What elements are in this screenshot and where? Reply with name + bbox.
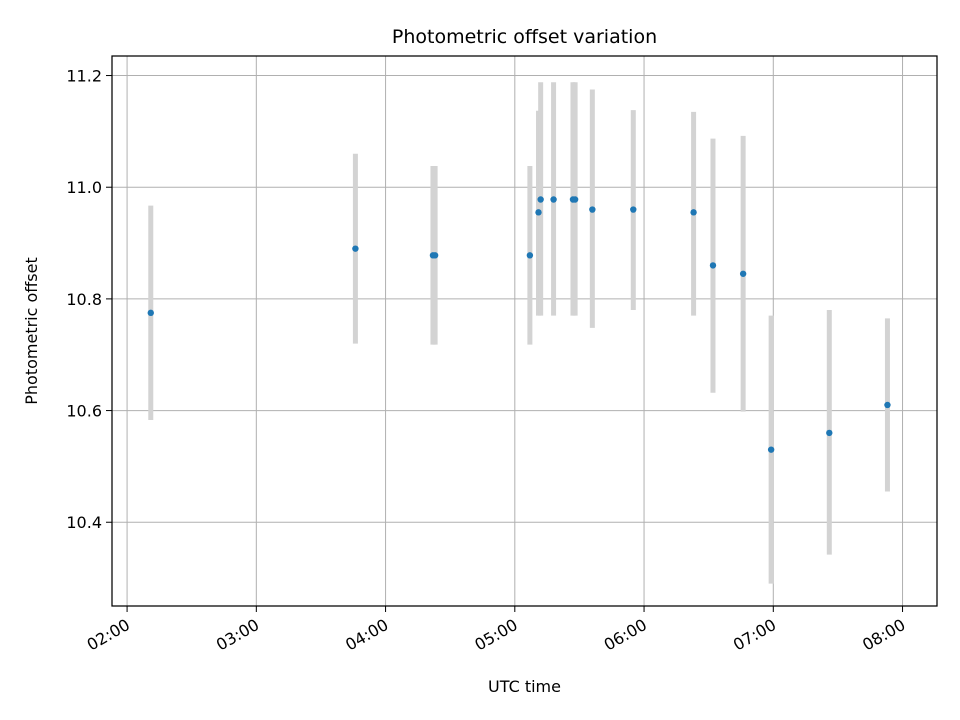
data-point (147, 309, 154, 317)
y-tick-label: 10.6 (66, 402, 102, 421)
chart-title: Photometric offset variation (392, 26, 657, 48)
data-point (571, 196, 579, 203)
x-axis-label: UTC time (488, 677, 561, 696)
data-point (537, 196, 544, 203)
y-axis-label: Photometric offset (22, 257, 41, 405)
data-point (526, 252, 534, 259)
y-tick-label: 11.2 (66, 67, 102, 86)
data-point (352, 245, 359, 252)
data-point (884, 401, 891, 409)
y-tick-label: 10.4 (66, 513, 102, 532)
data-point (589, 206, 596, 213)
data-point (709, 262, 717, 269)
y-tick-label: 10.8 (66, 290, 102, 309)
data-point (630, 206, 637, 213)
data-point (690, 209, 697, 216)
data-point (550, 196, 557, 203)
y-axis-ticks: 10.4 10.6 10.8 11.0 11.2 (66, 67, 112, 532)
y-tick-label: 11.0 (66, 178, 102, 197)
data-point (767, 446, 775, 453)
data-point (535, 209, 542, 216)
data-points (147, 196, 891, 453)
plot-frame (111, 55, 938, 607)
data-point (826, 429, 833, 437)
data-point (431, 252, 439, 259)
data-point (739, 270, 747, 277)
